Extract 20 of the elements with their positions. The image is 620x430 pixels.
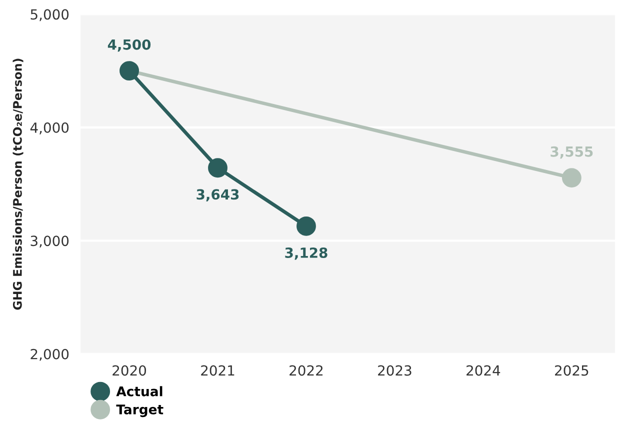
- y-tick-label: 5,000: [30, 9, 69, 22]
- x-tick-label: 2025: [555, 365, 588, 376]
- point: [296, 216, 316, 236]
- data-label: 3,643: [196, 189, 239, 202]
- y-axis-title: GHG Emissions/Person (tCO₂e/Person): [12, 58, 24, 310]
- legend-label: Actual: [116, 386, 162, 396]
- y-tick-label: 3,000: [30, 236, 69, 248]
- data-label: 3,128: [285, 247, 328, 260]
- x-tick-label: 2021: [201, 365, 234, 376]
- x-tick-label: 2020: [112, 365, 146, 376]
- y-tick-label: 2,000: [30, 348, 69, 361]
- point: [562, 168, 582, 188]
- x-tick-label: 2024: [466, 365, 500, 376]
- y-tick-label: 4,000: [30, 122, 69, 134]
- data-label: 4,500: [108, 39, 151, 52]
- x-tick-label: 2023: [378, 365, 412, 376]
- point: [208, 158, 228, 178]
- x-tick-label: 2022: [290, 365, 323, 376]
- legend-label: Target: [116, 404, 164, 418]
- data-label: 3,555: [550, 146, 593, 159]
